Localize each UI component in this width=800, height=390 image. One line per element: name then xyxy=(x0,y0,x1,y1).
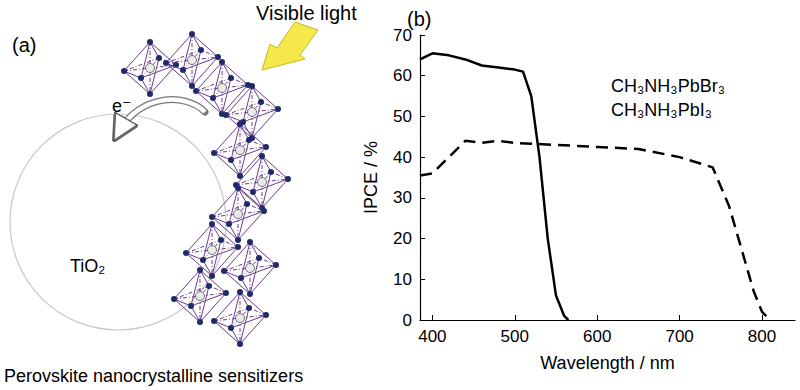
svg-text:Perovskite nanocrystalline sen: Perovskite nanocrystalline sensitizers xyxy=(4,366,303,386)
svg-text:e⁻: e⁻ xyxy=(112,96,132,116)
svg-text:40: 40 xyxy=(393,148,412,167)
svg-text:CH₃NH₃PbBr₃: CH₃NH₃PbBr₃ xyxy=(611,76,725,96)
svg-text:(a): (a) xyxy=(12,34,36,56)
svg-text:600: 600 xyxy=(583,327,611,346)
svg-text:CH₃NH₃PbI₃: CH₃NH₃PbI₃ xyxy=(611,100,712,120)
svg-text:30: 30 xyxy=(393,188,412,207)
svg-text:10: 10 xyxy=(393,270,412,289)
svg-text:IPCE / %: IPCE / % xyxy=(361,141,381,214)
svg-text:500: 500 xyxy=(501,327,529,346)
svg-text:Wavelength / nm: Wavelength / nm xyxy=(540,353,674,373)
svg-text:Visible light: Visible light xyxy=(256,2,357,24)
svg-text:50: 50 xyxy=(393,107,412,126)
svg-text:20: 20 xyxy=(393,229,412,248)
svg-text:TiO₂: TiO₂ xyxy=(70,256,105,276)
svg-text:70: 70 xyxy=(393,25,412,45)
svg-text:800: 800 xyxy=(748,327,776,346)
svg-text:60: 60 xyxy=(393,66,412,85)
svg-text:400: 400 xyxy=(418,327,446,346)
svg-text:(b): (b) xyxy=(407,8,431,30)
svg-text:0: 0 xyxy=(403,311,412,330)
svg-text:700: 700 xyxy=(665,327,693,346)
